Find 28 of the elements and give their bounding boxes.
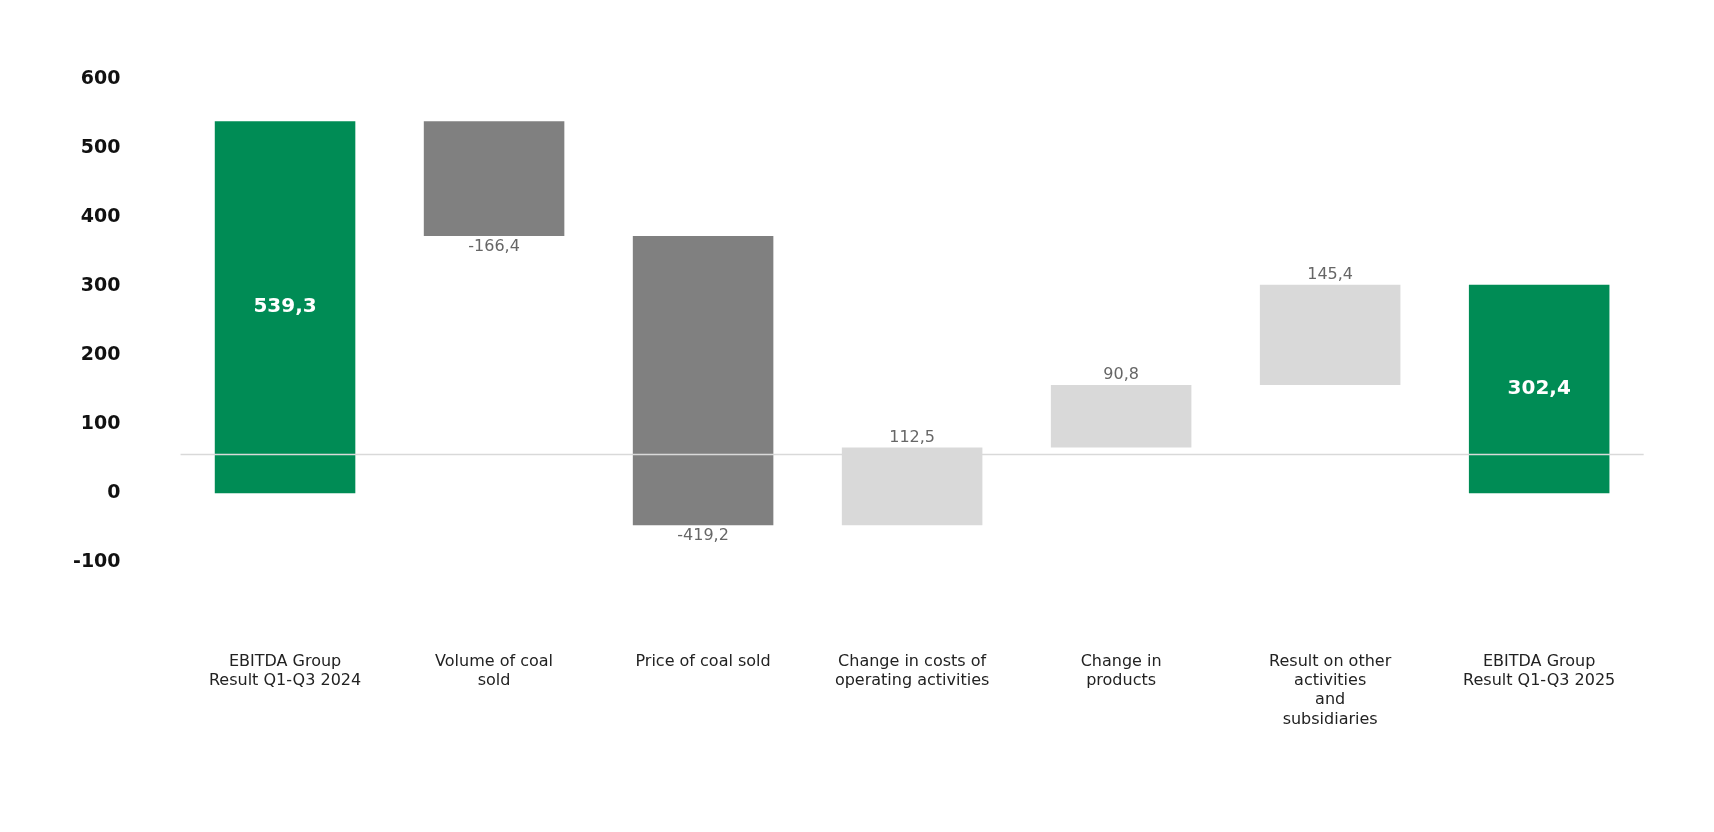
data-label: -419,2 <box>677 525 729 545</box>
x-tick-label: EBITDA Group Result Q1-Q3 2025 <box>1463 650 1616 690</box>
x-tick-label: Result on other activities and subsidiaries <box>1269 650 1392 728</box>
bar <box>632 236 774 526</box>
x-tick-label: Price of coal sold <box>635 650 771 670</box>
data-label: 302,4 <box>1507 375 1571 400</box>
x-tick-label: Change in products <box>1080 650 1162 690</box>
bar <box>423 121 565 237</box>
data-label: 539,3 <box>253 293 317 318</box>
data-label: -166,4 <box>468 236 520 256</box>
bar <box>214 121 356 494</box>
x-tick-label: Change in costs of operating activities <box>834 650 990 690</box>
data-label: 145,4 <box>1307 263 1354 283</box>
data-label: 90,8 <box>1103 364 1139 384</box>
y-tick-label: 200 <box>80 342 121 365</box>
y-tick-label: 400 <box>80 204 121 227</box>
y-tick-label: 500 <box>80 135 121 158</box>
x-tick-label: EBITDA Group Result Q1-Q3 2024 <box>208 650 362 690</box>
y-tick-label: 0 <box>107 480 121 503</box>
y-tick-label: -100 <box>73 549 121 572</box>
bar <box>1468 284 1610 494</box>
y-tick-label: 100 <box>80 411 121 434</box>
data-label: 112,5 <box>889 426 936 446</box>
y-tick-label: 300 <box>80 273 121 296</box>
x-tick-label: Volume of coal sold <box>435 650 554 690</box>
bar <box>1050 384 1192 448</box>
bar <box>1259 284 1401 385</box>
y-tick-label: 600 <box>80 66 121 89</box>
